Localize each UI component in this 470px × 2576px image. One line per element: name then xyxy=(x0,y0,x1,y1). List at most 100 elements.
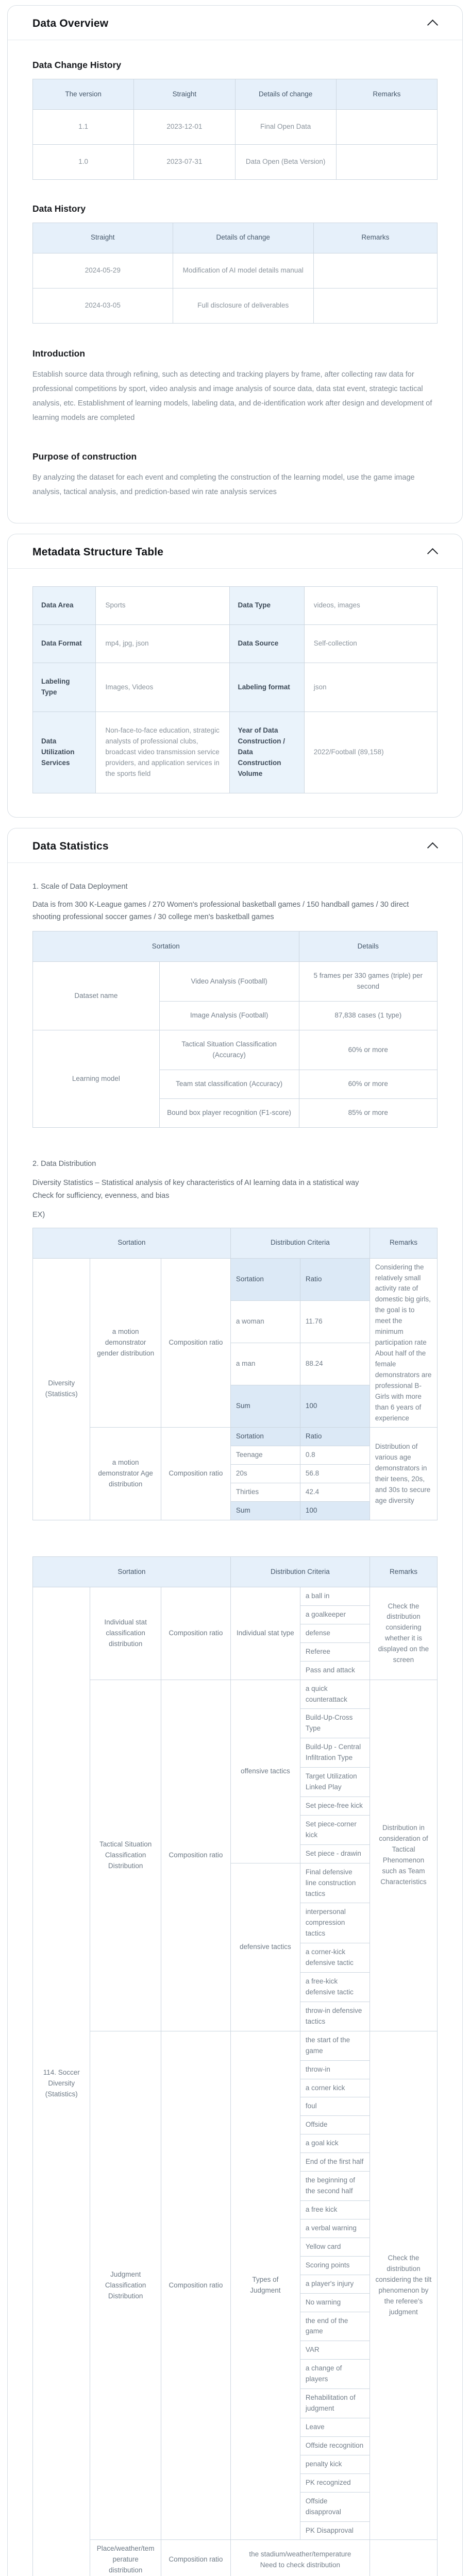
group-label: Dataset name xyxy=(32,961,160,1031)
criteria-value-cell: 56.8 xyxy=(299,1464,370,1484)
criteria-item-cell: throw-in xyxy=(299,2060,370,2079)
cell-value: 2024-05-29 xyxy=(32,252,173,289)
section-title-change-history: Data Change History xyxy=(32,60,122,70)
collapse-button[interactable] xyxy=(425,543,441,562)
remarks-cell xyxy=(369,2539,438,2576)
criteria-value-cell: Ratio xyxy=(299,1258,370,1301)
row-label: Data Utilization Services xyxy=(32,711,96,793)
method-cell: Composition ratio xyxy=(160,2539,231,2576)
group-label: Learning model xyxy=(32,1030,160,1128)
criteria-label-cell: Sortation xyxy=(230,1427,300,1447)
cell-value: Image Analysis (Football) xyxy=(159,1001,299,1031)
criteria-value-cell: 100 xyxy=(299,1501,370,1521)
cell-value: 2024-03-05 xyxy=(32,287,173,324)
criteria-item-cell: Set piece-corner kick xyxy=(299,1815,370,1845)
collapse-button[interactable] xyxy=(425,14,441,33)
section-title-purpose: Purpose of construction xyxy=(32,451,137,462)
column-header-sortation: Sortation xyxy=(32,931,299,962)
cell-value: Final Open Data xyxy=(234,109,337,145)
column-header-remarks: Remarks xyxy=(369,1556,438,1588)
cell-value: Full disclosure of deliverables xyxy=(172,287,314,324)
distribution-name-cell: a motion demonstrator Age distribution xyxy=(90,1427,161,1521)
criteria-type-cell: Types of Judgment xyxy=(230,2030,300,2540)
column-header: The version xyxy=(32,79,135,110)
criteria-item-cell: Referee xyxy=(299,1642,370,1662)
distribution-name-cell: Individual stat classification distribut… xyxy=(90,1587,161,1680)
card-body: 1. Scale of Data Deployment Data is from… xyxy=(8,863,462,2576)
criteria-value-cell: 88.24 xyxy=(299,1342,370,1386)
criteria-value-cell: 42.4 xyxy=(299,1483,370,1502)
method-cell: Composition ratio xyxy=(160,1427,231,1521)
card-title: Data Statistics xyxy=(32,840,109,852)
card-header: Data Overview xyxy=(8,6,462,40)
introduction-text: Establish source data through refining, … xyxy=(32,370,432,422)
criteria-item-cell: Offside xyxy=(299,2115,370,2135)
criteria-item-cell: the beginning of the second half xyxy=(299,2171,370,2201)
criteria-item-cell: a change of players xyxy=(299,2359,370,2389)
criteria-item-cell: Rehabilitation of judgment xyxy=(299,2388,370,2418)
cell-value: Self-collection xyxy=(304,624,438,664)
table-metadata: Data Area Sports Data Type videos, images Da… xyxy=(32,586,438,793)
criteria-item-cell: a verbal warning xyxy=(299,2218,370,2238)
table-scale-of-deployment: Sortation Details Dataset name Video Analys… xyxy=(32,931,438,1128)
section-title-data-history: Data History xyxy=(32,203,86,214)
cell-value: Tactical Situation Classification (Accur… xyxy=(159,1030,299,1070)
criteria-label-cell: Sortation xyxy=(230,1258,300,1301)
cell-value: videos, images xyxy=(304,586,438,625)
criteria-value-cell: 100 xyxy=(299,1385,370,1428)
criteria-item-cell: Offside recognition xyxy=(299,2436,370,2455)
criteria-item-cell: PK Disapproval xyxy=(299,2521,370,2540)
criteria-item-cell: Yellow card xyxy=(299,2237,370,2257)
remarks-cell: Check the distribution considering the t… xyxy=(369,2030,438,2540)
card-body: Data Area Sports Data Type videos, images Da… xyxy=(8,569,462,817)
criteria-item-cell: a goal kick xyxy=(299,2134,370,2154)
criteria-item-cell: the start of the game xyxy=(299,2030,370,2061)
criteria-label-cell: a man xyxy=(230,1342,300,1386)
criteria-item-cell: PK recognized xyxy=(299,2473,370,2493)
data-table: Straight Details of change Remarks 2024-05-… xyxy=(32,222,438,324)
criteria-item-cell: Leave xyxy=(299,2417,370,2437)
cell-value: 60% or more xyxy=(298,1070,438,1099)
criteria-item-cell: Pass and attack xyxy=(299,1660,370,1680)
criteria-item-cell: defense xyxy=(299,1623,370,1643)
criteria-label-cell: Sum xyxy=(230,1385,300,1428)
column-header-details: Details xyxy=(298,931,438,962)
collapse-button[interactable] xyxy=(425,837,441,856)
distribution-name-cell: Judgment Classification Distribution xyxy=(90,2030,161,2540)
distribution-name-cell: Tactical Situation Classification Distri… xyxy=(90,1679,161,2031)
distribution-name-cell: Place/weather/temperature distribution xyxy=(90,2539,161,2576)
distribution-name-cell: a motion demonstrator gender distributio… xyxy=(90,1258,161,1428)
row-label: Data Type xyxy=(229,586,305,625)
cell-value: Modification of AI model details manual xyxy=(172,252,314,289)
criteria-item-cell: Set piece - drawin xyxy=(299,1844,370,1863)
row-label: Labeling Type xyxy=(32,663,96,712)
criteria-item-cell: a quick counterattack xyxy=(299,1679,370,1709)
criteria-item-cell: End of the first half xyxy=(299,2153,370,2172)
scale-heading: 1. Scale of Data Deployment xyxy=(32,882,128,891)
chevron-up-icon xyxy=(427,19,439,31)
method-cell: Composition ratio xyxy=(160,2030,231,2540)
cell-value: 2022/Football (89,158) xyxy=(304,711,438,793)
row-label: Labeling format xyxy=(229,663,305,712)
cell-value: Sports xyxy=(95,586,230,625)
distribution-line1: Diversity Statistics – Statistical analy… xyxy=(32,1178,359,1187)
cell-value: 85% or more xyxy=(298,1098,438,1128)
criteria-label-cell: Teenage xyxy=(230,1446,300,1465)
remarks-cell: Check the distribution considering wheth… xyxy=(369,1587,438,1680)
data-table: Sortation Distribution Criteria Remarks Div… xyxy=(32,1227,438,1521)
criteria-item-cell: foul xyxy=(299,2097,370,2116)
data-table: Sortation Distribution Criteria Remarks 114… xyxy=(32,1556,438,2576)
criteria-item-cell: a free kick xyxy=(299,2200,370,2219)
card-data-statistics: Data Statistics 1. Scale of Data Deploym… xyxy=(7,827,463,2576)
method-cell: Composition ratio xyxy=(160,1679,231,2031)
table-data-change-history: The version Straight Details of change Rema… xyxy=(32,79,438,180)
row-label: Data Area xyxy=(32,586,96,625)
criteria-item-cell: Build-Up - Central Infiltration Type xyxy=(299,1738,370,1768)
method-cell: Composition ratio xyxy=(160,1587,231,1680)
card-data-overview: Data Overview Data Change History The ve… xyxy=(7,5,463,524)
criteria-value-cell: 11.76 xyxy=(299,1300,370,1344)
table-soccer-diversity-statistics: Sortation Distribution Criteria Remarks 114… xyxy=(32,1556,438,2576)
sortation-category-cell: Diversity (Statistics) xyxy=(32,1258,91,1521)
criteria-item-cell: a player's injury xyxy=(299,2274,370,2294)
criteria-value-cell: 0.8 xyxy=(299,1446,370,1465)
